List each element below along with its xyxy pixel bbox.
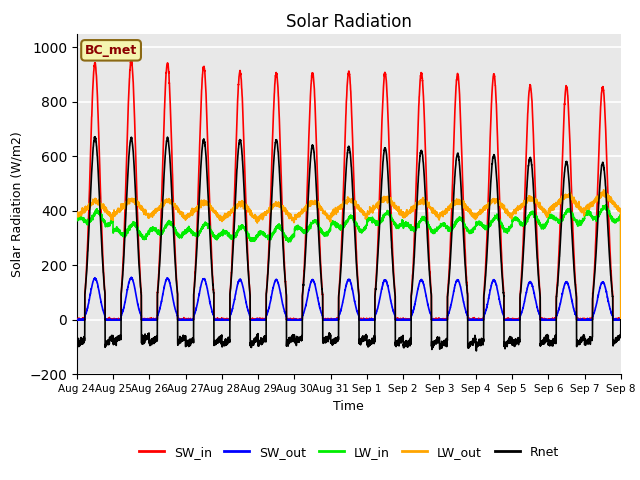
Legend: SW_in, SW_out, LW_in, LW_out, Rnet: SW_in, SW_out, LW_in, LW_out, Rnet: [134, 441, 564, 464]
Y-axis label: Solar Radiation (W/m2): Solar Radiation (W/m2): [11, 131, 24, 277]
X-axis label: Time: Time: [333, 400, 364, 413]
Text: BC_met: BC_met: [85, 44, 137, 57]
Title: Solar Radiation: Solar Radiation: [286, 12, 412, 31]
